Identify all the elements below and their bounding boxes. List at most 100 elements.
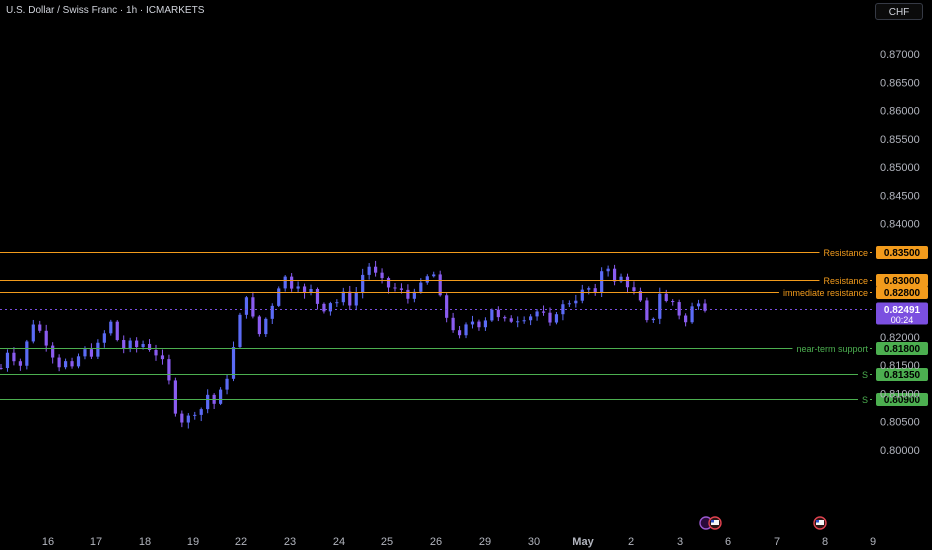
candle-body	[361, 274, 365, 293]
candle-body	[374, 266, 378, 273]
chart-plot-area[interactable]	[0, 0, 872, 530]
time-axis[interactable]: 16 17 18 19 22 23 24 25 26 29 30 May 2 3 6 7 8 9	[42, 536, 876, 548]
candle-body	[425, 276, 429, 283]
level-price-text: 0.83500	[884, 248, 921, 259]
candle-body	[328, 303, 332, 312]
event-icon-group[interactable]	[699, 516, 722, 530]
candle-body	[302, 286, 307, 293]
price-tick-label: 0.82000	[880, 332, 920, 344]
candle-body	[225, 378, 229, 390]
candle-body	[122, 340, 126, 349]
price-tick-label: 0.86000	[880, 106, 920, 118]
time-tick-label: 26	[430, 536, 442, 548]
candle-body	[684, 315, 688, 323]
candle-body	[651, 318, 655, 321]
candle-body	[606, 268, 610, 272]
level-price-tag[interactable]	[876, 246, 928, 259]
candle-body	[367, 266, 371, 275]
price-tick-label: 0.85000	[880, 162, 920, 174]
level-label-support: S	[862, 370, 868, 380]
candle-body	[309, 288, 313, 293]
candle-body	[406, 289, 410, 299]
time-tick-label: 17	[90, 536, 102, 548]
level-price-tag[interactable]	[876, 286, 928, 299]
candle-body	[167, 359, 171, 381]
candle-body	[89, 349, 94, 357]
time-tick-label: 19	[187, 536, 199, 548]
currency-button[interactable]: CHF	[875, 3, 923, 20]
candle-body	[199, 409, 203, 415]
candle-body	[574, 300, 578, 304]
candle-body	[516, 321, 520, 323]
price-tick-label: 0.84000	[880, 219, 920, 231]
candle-body	[341, 291, 345, 303]
candle-body	[386, 278, 391, 288]
level-price-tag[interactable]	[876, 274, 928, 287]
candle-body	[5, 352, 10, 369]
level-label-resistance: Resistance	[823, 248, 868, 258]
candle-body	[612, 268, 617, 282]
level-price-tag[interactable]	[876, 368, 928, 381]
level-price-tag[interactable]	[876, 393, 928, 406]
candle-body	[296, 286, 300, 289]
level-label-bg	[819, 246, 870, 259]
candle-body	[76, 356, 81, 367]
candle-body	[445, 295, 449, 318]
candle-body	[257, 316, 261, 335]
candle-body	[580, 289, 584, 301]
current-price-text: 0.82491	[884, 305, 921, 316]
candle-body	[63, 361, 68, 368]
candle-body	[490, 309, 494, 321]
price-tick-label: 0.81000	[880, 388, 920, 400]
candle-body	[135, 340, 139, 348]
current-price-tag[interactable]	[876, 302, 928, 325]
candle-body	[483, 320, 488, 328]
candle-body	[128, 340, 132, 349]
candle-body	[270, 305, 274, 319]
event-icon-group[interactable]	[813, 516, 827, 530]
candle-body	[593, 288, 597, 293]
candle-body	[51, 345, 55, 358]
candle-body	[96, 342, 100, 357]
time-tick-label: May	[572, 536, 594, 548]
candle-body	[600, 271, 604, 293]
candle-body	[154, 349, 158, 356]
time-tick-label: 8	[822, 536, 828, 548]
candlestick-series	[0, 260, 707, 429]
candle-body	[477, 321, 481, 328]
level-label-bg	[819, 274, 870, 287]
candle-body	[206, 394, 210, 410]
time-tick-label: 30	[528, 536, 540, 548]
level-price-tag[interactable]	[876, 342, 928, 355]
time-tick-label: 9	[870, 536, 876, 548]
candle-body	[264, 318, 268, 335]
level-label-support: S	[862, 395, 868, 405]
candle-body	[38, 324, 42, 331]
candle-body	[0, 367, 3, 369]
level-price-text: 0.80900	[884, 395, 921, 406]
candle-body	[677, 302, 681, 316]
candle-body	[529, 316, 533, 321]
candle-body	[380, 272, 384, 279]
candle-body	[451, 317, 455, 331]
economic-events[interactable]	[699, 516, 827, 530]
candle-body	[173, 380, 177, 414]
candle-body	[690, 306, 694, 323]
candle-body	[218, 389, 223, 404]
candle-body	[109, 321, 113, 334]
time-tick-label: 23	[284, 536, 296, 548]
plot-background[interactable]	[0, 0, 872, 530]
candle-body	[393, 287, 397, 289]
candle-body	[457, 330, 462, 336]
level-label-resistance: immediate resistance	[783, 288, 868, 298]
level-label-bg	[792, 342, 870, 355]
candle-body	[548, 312, 552, 323]
candle-body	[638, 291, 643, 301]
candle-body	[238, 314, 242, 348]
level-price-text: 0.81350	[884, 370, 921, 381]
candle-body	[464, 324, 468, 336]
price-tick-label: 0.85500	[880, 134, 920, 146]
price-axis[interactable]: 0.87000 0.86500 0.86000 0.85500 0.85000 0.845…	[880, 49, 920, 457]
price-tick-label: 0.80000	[880, 445, 920, 457]
